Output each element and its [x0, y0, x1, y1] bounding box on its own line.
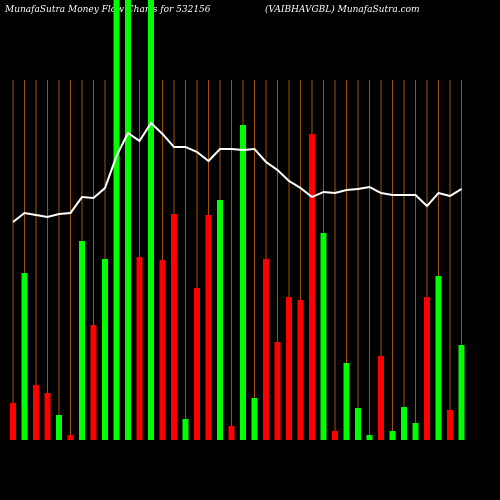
bar [79, 241, 85, 440]
bar [136, 257, 143, 440]
bar [21, 273, 28, 440]
bar [320, 233, 327, 440]
money-flow-line [12, 121, 463, 223]
bar [458, 345, 465, 440]
bar [378, 356, 384, 440]
bar [366, 435, 373, 440]
bar [205, 215, 212, 440]
bar [159, 260, 166, 440]
bar [148, 0, 154, 440]
bar [297, 300, 304, 440]
bar [113, 0, 120, 440]
bar [217, 200, 223, 440]
bar [286, 297, 292, 440]
bar [274, 342, 281, 440]
bar [332, 431, 338, 440]
bar [263, 259, 269, 440]
bar [67, 435, 74, 440]
chart-title: MunafaSutra Money Flow Charts for 532156 [4, 5, 211, 15]
bar [171, 214, 177, 440]
bar [447, 410, 453, 440]
bar [355, 408, 361, 440]
bar [10, 403, 16, 440]
bar [401, 407, 407, 440]
bar [102, 259, 108, 440]
bar [228, 426, 235, 440]
bar [194, 288, 200, 440]
bar [90, 325, 97, 440]
bar [412, 423, 419, 440]
chart-subtitle: (VAIBHAVGBL) MunafaSutra.com [265, 4, 420, 15]
bar [33, 385, 39, 440]
bar [182, 419, 189, 440]
bar [44, 393, 51, 440]
bar [251, 398, 258, 440]
bar [309, 134, 315, 440]
bar [125, 0, 131, 440]
bar [56, 415, 62, 440]
bar [435, 276, 442, 440]
bar [389, 431, 396, 440]
bar [240, 125, 246, 440]
bar [424, 297, 430, 440]
bar [343, 363, 350, 440]
